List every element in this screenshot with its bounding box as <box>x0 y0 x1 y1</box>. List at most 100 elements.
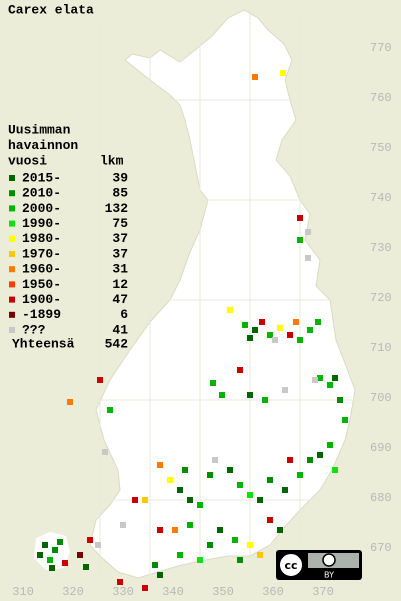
legend-swatch <box>9 296 15 303</box>
legend-heading: vuosi <box>8 153 47 168</box>
y-tick-label: 690 <box>370 441 392 455</box>
observation <box>267 517 273 523</box>
legend-count: 85 <box>112 186 128 201</box>
observation <box>157 462 163 468</box>
observation <box>277 527 283 533</box>
observation <box>62 560 68 566</box>
legend-label: 1900- <box>22 292 61 307</box>
observation <box>307 327 313 333</box>
legend-count: 31 <box>112 262 128 277</box>
observation <box>317 452 323 458</box>
observation <box>117 579 123 585</box>
x-tick-label: 320 <box>62 585 84 599</box>
y-tick-label: 670 <box>370 541 392 555</box>
by-label: BY <box>324 571 334 580</box>
observation <box>157 527 163 533</box>
legend-swatch <box>9 205 15 212</box>
observation <box>157 572 163 578</box>
legend-count: 41 <box>112 322 128 337</box>
x-tick-label: 360 <box>262 585 284 599</box>
legend-count: 12 <box>112 277 128 292</box>
observation <box>52 547 58 553</box>
observation <box>247 335 253 341</box>
title: Carex elata <box>8 2 94 17</box>
observation <box>77 552 83 558</box>
observation <box>247 392 253 398</box>
observation <box>95 542 101 548</box>
observation <box>87 537 93 543</box>
legend-swatch <box>9 311 15 318</box>
observation <box>197 502 203 508</box>
observation <box>42 542 48 548</box>
y-tick-label: 680 <box>370 491 392 505</box>
observation <box>187 522 193 528</box>
legend-swatch <box>9 251 15 257</box>
observation <box>282 487 288 493</box>
observation <box>332 375 338 381</box>
observation <box>177 487 183 493</box>
observation <box>142 585 148 591</box>
y-tick-label: 750 <box>370 141 392 155</box>
observation <box>307 457 313 463</box>
legend-count: 39 <box>112 170 128 185</box>
legend-total-label: Yhteensä <box>12 336 75 351</box>
observation <box>257 497 263 503</box>
observation <box>297 215 303 221</box>
legend-swatch <box>9 220 15 227</box>
observation <box>317 375 323 381</box>
observation <box>152 562 158 568</box>
observation <box>247 542 253 548</box>
observation <box>37 552 43 558</box>
cc-logo: cc <box>284 559 297 572</box>
y-tick-label: 700 <box>370 391 392 405</box>
observation <box>262 397 268 403</box>
observation <box>277 325 283 331</box>
legend-count: 132 <box>105 201 129 216</box>
cc-circle <box>278 552 304 578</box>
legend-label: 2000- <box>22 201 61 216</box>
observation <box>102 449 108 455</box>
observation <box>267 477 273 483</box>
legend-label: 2010- <box>22 186 61 201</box>
observation <box>293 319 299 325</box>
legend-label: 1960- <box>22 262 61 277</box>
legend-swatch <box>9 266 15 273</box>
observation <box>210 380 216 386</box>
legend-label: -1899 <box>22 307 61 322</box>
observation <box>47 557 53 563</box>
observation <box>207 542 213 548</box>
observation <box>282 387 288 393</box>
observation <box>252 327 258 333</box>
legend-label: 1970- <box>22 246 61 261</box>
observation <box>232 537 238 543</box>
legend-swatch <box>9 281 15 288</box>
x-tick-label: 330 <box>112 585 134 599</box>
legend-swatch <box>9 175 15 181</box>
x-tick-label: 350 <box>212 585 234 599</box>
observation <box>247 492 253 498</box>
observation <box>177 552 183 558</box>
observation <box>252 74 258 80</box>
y-tick-label: 720 <box>370 291 392 305</box>
legend-label: 1950- <box>22 277 61 292</box>
observation <box>327 442 333 448</box>
observation <box>120 522 126 528</box>
observation <box>305 229 311 235</box>
observation <box>242 322 248 328</box>
observation <box>67 399 73 405</box>
legend-label: 1990- <box>22 216 61 231</box>
y-tick-label: 710 <box>370 341 392 355</box>
legend-count: 37 <box>112 231 128 246</box>
legend-count-heading: lkm <box>100 153 124 168</box>
legend-heading: Uusimman <box>8 122 71 137</box>
observation <box>49 565 55 571</box>
observation <box>280 70 286 76</box>
legend-heading: havainnon <box>8 138 78 153</box>
observation <box>187 497 193 503</box>
observation <box>272 337 278 343</box>
observation <box>237 557 243 563</box>
observation <box>132 497 138 503</box>
x-tick-label: 340 <box>162 585 184 599</box>
legend-swatch <box>9 235 15 242</box>
